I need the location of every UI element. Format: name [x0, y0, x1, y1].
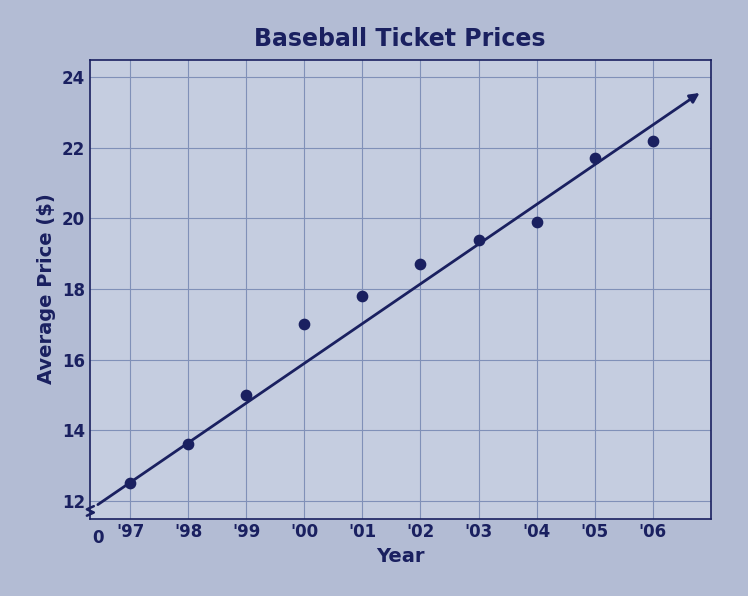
Point [530, 217, 542, 226]
Point [298, 319, 310, 329]
Title: Baseball Ticket Prices: Baseball Ticket Prices [254, 27, 546, 51]
Point [589, 154, 601, 163]
Point [473, 235, 485, 244]
Point [240, 390, 252, 400]
Point [124, 479, 136, 488]
Point [183, 440, 194, 449]
X-axis label: Year: Year [376, 547, 424, 566]
Point [414, 260, 426, 269]
Point [646, 136, 658, 145]
Point [357, 291, 369, 301]
Y-axis label: Average Price ($): Average Price ($) [37, 194, 56, 384]
Text: 0: 0 [93, 529, 104, 547]
